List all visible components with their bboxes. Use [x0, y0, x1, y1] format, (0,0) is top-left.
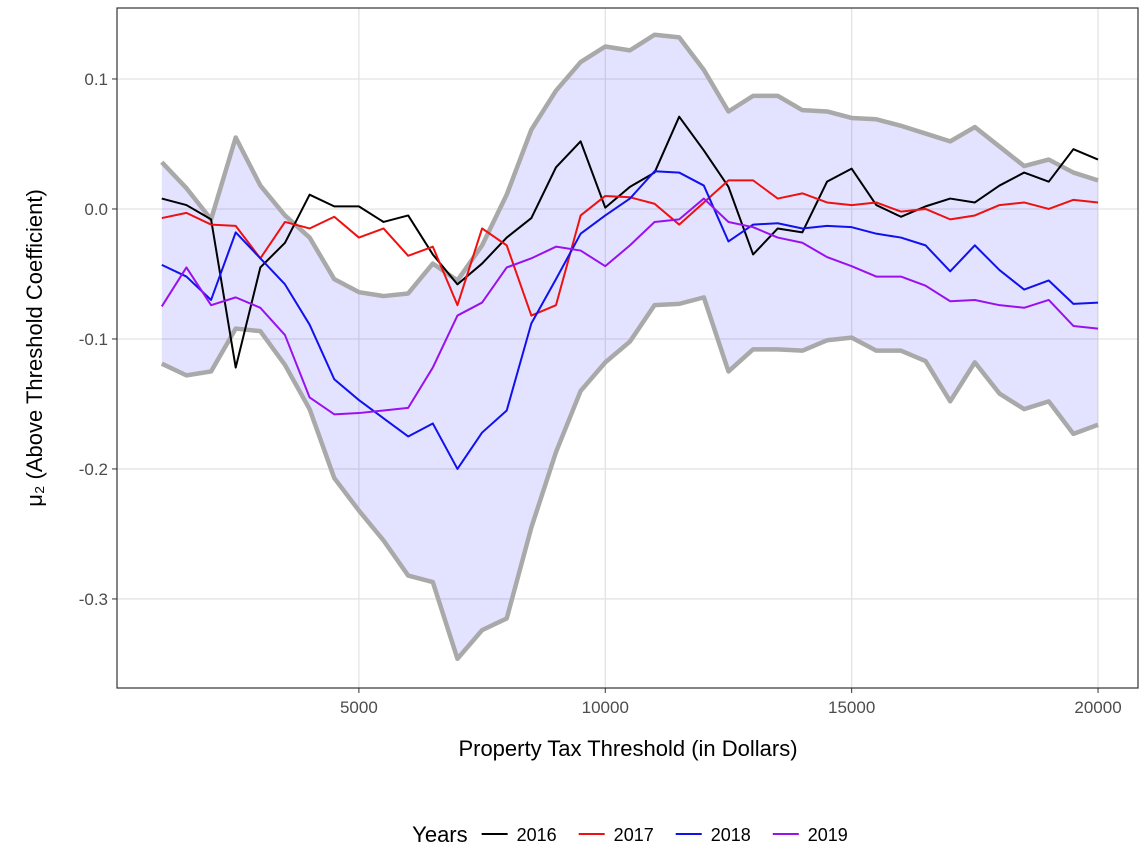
- legend-label: 2018: [711, 825, 751, 845]
- legend-label: 2019: [808, 825, 848, 845]
- plot-border: [116, 7, 1139, 689]
- confidence-band: [161, 34, 1099, 659]
- legend-label: 2016: [517, 825, 557, 845]
- series-line: [161, 170, 1099, 470]
- y-tick-label: 0.0: [84, 200, 108, 219]
- x-tick-label: 5000: [340, 698, 378, 717]
- band-upper-line: [160, 32, 1099, 299]
- x-tick-label: 15000: [828, 698, 875, 717]
- y-tick-label: -0.2: [79, 460, 108, 479]
- series-line: [160, 197, 1099, 416]
- y-axis-title: μ₂ (Above Threshold Coefficient): [22, 189, 47, 507]
- x-axis-title: Property Tax Threshold (in Dollars): [458, 736, 797, 761]
- legend-title: Years: [412, 822, 467, 847]
- series-line: [161, 115, 1099, 369]
- x-tick-label: 10000: [582, 698, 629, 717]
- y-tick-label: -0.3: [79, 590, 108, 609]
- band-lower-line: [160, 295, 1099, 661]
- y-tick-label: 0.1: [84, 70, 108, 89]
- y-tick-label: -0.1: [79, 330, 108, 349]
- x-tick-label: 20000: [1074, 698, 1121, 717]
- legend-label: 2017: [614, 825, 654, 845]
